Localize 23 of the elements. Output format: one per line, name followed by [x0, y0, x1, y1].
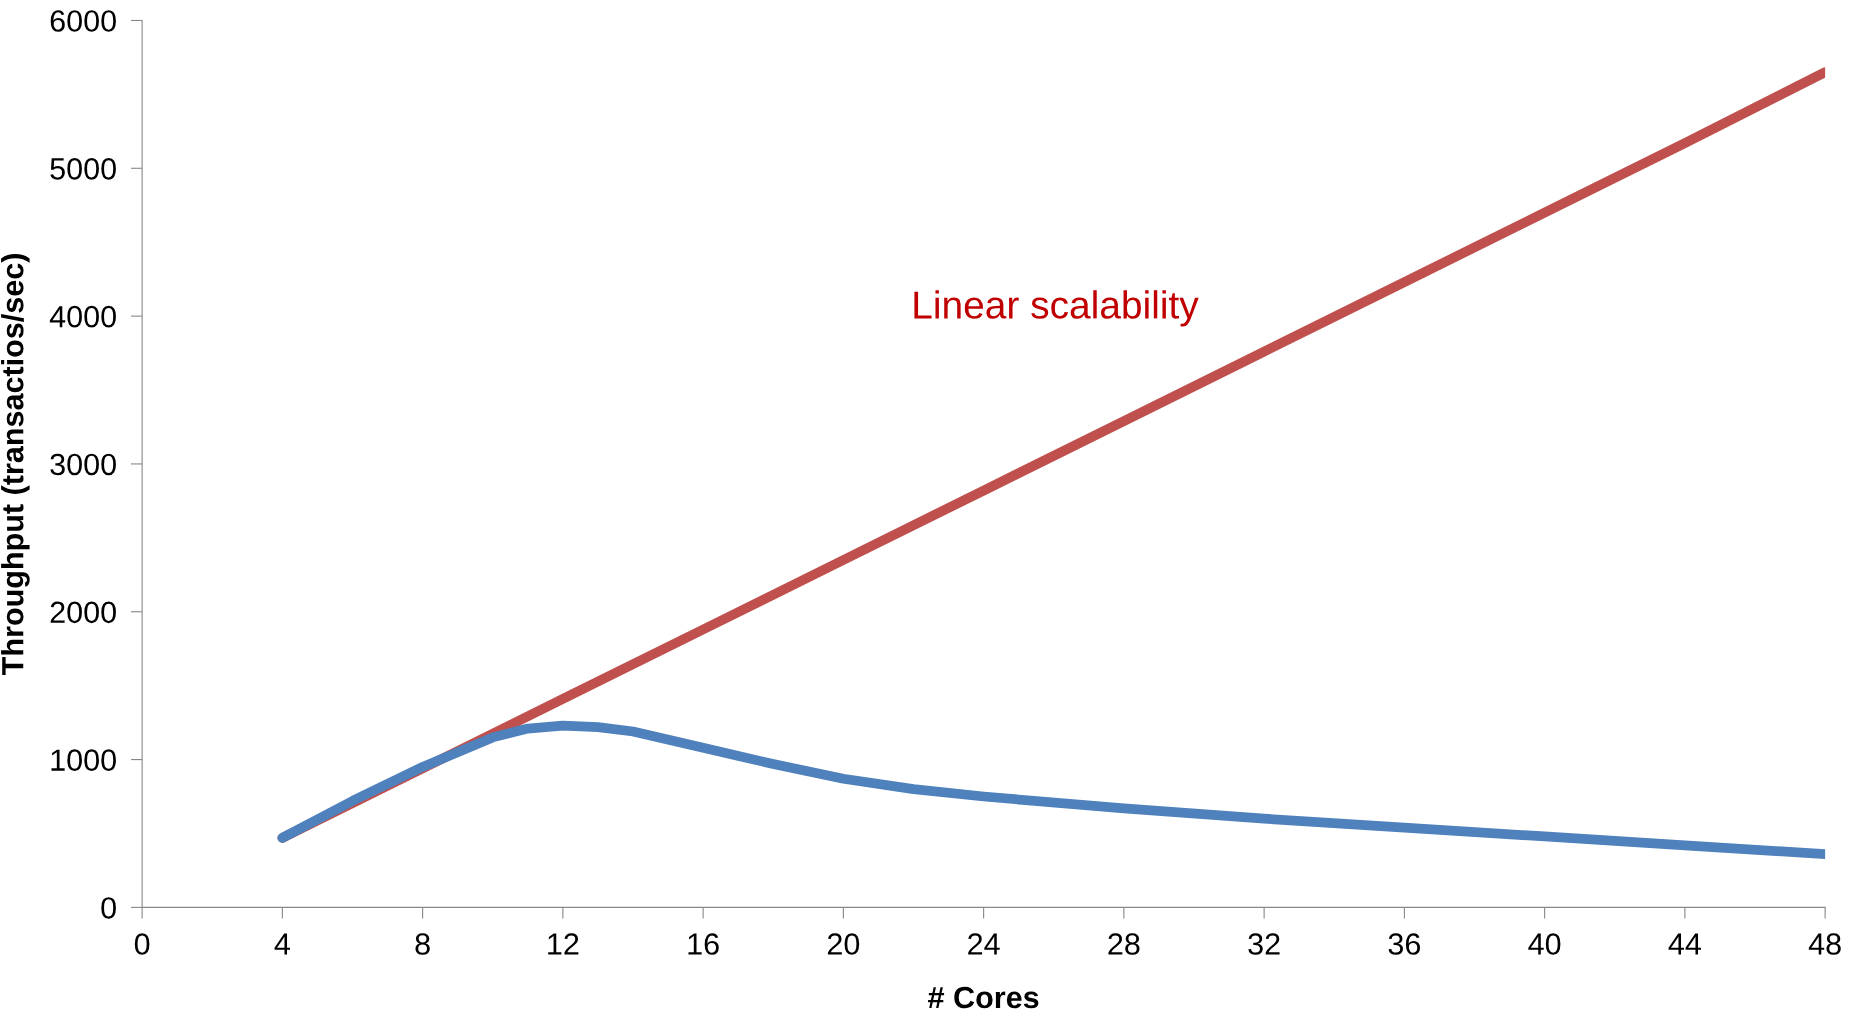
x-tick-label: 28 — [1108, 933, 1140, 955]
x-tick-label: 40 — [1528, 933, 1561, 955]
x-tick-label: 0 — [134, 933, 150, 955]
x-axis-title: # Cores — [928, 986, 1039, 1009]
y-tick-label: 2000 — [50, 601, 116, 624]
x-tick-label: 8 — [415, 933, 430, 955]
y-tick-label: 6000 — [50, 10, 116, 32]
x-tick-label: 44 — [1668, 933, 1701, 955]
y-tick-label: 5000 — [50, 158, 116, 180]
x-tick-label: 36 — [1388, 933, 1421, 955]
y-axis-title: Throughput (transactios/sec) — [1, 254, 30, 675]
x-tick-label: 20 — [827, 933, 860, 955]
x-tick-label: 12 — [548, 933, 579, 955]
x-tick-label: 4 — [274, 933, 290, 955]
y-tick-label: 4000 — [49, 305, 116, 328]
y-tick-label: 1000 — [51, 749, 116, 771]
x-tick-label: 24 — [968, 933, 1000, 955]
x-tick-label: 16 — [688, 933, 719, 955]
x-tick-label: 32 — [1248, 933, 1280, 955]
y-tick-label: 0 — [101, 897, 116, 919]
x-tick-label: 48 — [1808, 933, 1841, 955]
annotation: Linear scalability — [914, 290, 1199, 327]
y-tick-label: 3000 — [50, 453, 116, 476]
